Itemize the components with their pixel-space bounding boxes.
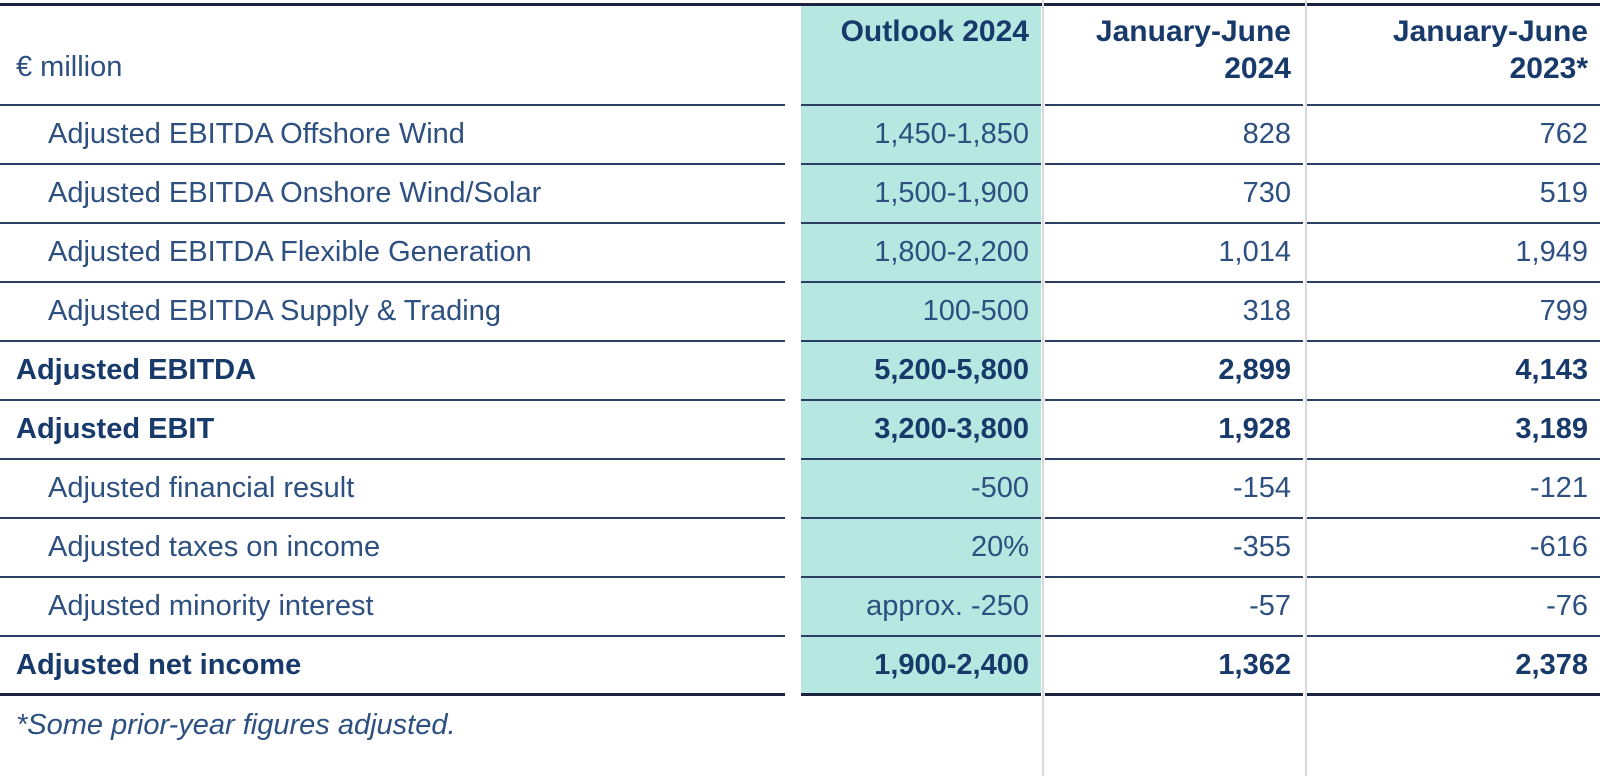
column-header-text: January-June 2024 [1095, 15, 1291, 85]
unit-label: € million [0, 6, 785, 106]
table-row-adjusted-net-income: Adjusted net income 1,900-2,400 1,362 2,… [0, 637, 1600, 696]
column-gap [785, 460, 801, 519]
row-label: Adjusted net income [0, 637, 785, 696]
h1-2024-value: 1,014 [1045, 224, 1303, 283]
outlook-value: approx. -250 [801, 578, 1041, 637]
outlook-value: 5,200-5,800 [801, 342, 1041, 401]
column-gap [785, 401, 801, 460]
column-header-january-june-2024: January-June 2024 [1045, 6, 1303, 106]
h1-2024-value: -57 [1045, 578, 1303, 637]
column-gap [785, 283, 801, 342]
h1-2023-value: 2,378 [1307, 637, 1600, 696]
column-gap [785, 519, 801, 578]
h1-2023-value: 762 [1307, 106, 1600, 165]
h1-2024-value: 1,928 [1045, 401, 1303, 460]
h1-2024-value: 2,899 [1045, 342, 1303, 401]
outlook-value: -500 [801, 460, 1041, 519]
table-row-adjusted-financial-result: Adjusted financial result -500 -154 -121 [0, 460, 1600, 519]
h1-2024-value: 730 [1045, 165, 1303, 224]
h1-2023-value: 3,189 [1307, 401, 1600, 460]
row-label: Adjusted EBITDA Onshore Wind/Solar [0, 165, 785, 224]
column-header-text: January-June 2023* [1392, 15, 1588, 85]
h1-2023-value: -76 [1307, 578, 1600, 637]
column-header-january-june-2023: January-June 2023* [1307, 6, 1600, 106]
row-label: Adjusted EBITDA [0, 342, 785, 401]
column-header-outlook-2024: Outlook 2024 [801, 6, 1041, 106]
outlook-value: 3,200-3,800 [801, 401, 1041, 460]
h1-2023-value: 4,143 [1307, 342, 1600, 401]
row-label: Adjusted EBITDA Flexible Generation [0, 224, 785, 283]
column-header-text: Outlook 2024 [840, 15, 1029, 48]
h1-2023-value: 519 [1307, 165, 1600, 224]
table-row-adjusted-ebitda-onshore-wind-solar: Adjusted EBITDA Onshore Wind/Solar 1,500… [0, 165, 1600, 224]
outlook-value: 1,500-1,900 [801, 165, 1041, 224]
outlook-value: 1,450-1,850 [801, 106, 1041, 165]
table-row-adjusted-minority-interest: Adjusted minority interest approx. -250 … [0, 578, 1600, 637]
outlook-value: 1,800-2,200 [801, 224, 1041, 283]
outlook-table: € million Outlook 2024 January-June 2024 … [0, 6, 1600, 696]
h1-2024-value: 828 [1045, 106, 1303, 165]
column-gap [785, 224, 801, 283]
outlook-value: 20% [801, 519, 1041, 578]
column-gap [785, 106, 801, 165]
table-row-adjusted-taxes-on-income: Adjusted taxes on income 20% -355 -616 [0, 519, 1600, 578]
outlook-value: 100-500 [801, 283, 1041, 342]
row-label: Adjusted EBITDA Offshore Wind [0, 106, 785, 165]
top-rule [0, 3, 1600, 6]
column-gap [785, 578, 801, 637]
table-header-row: € million Outlook 2024 January-June 2024 … [0, 6, 1600, 106]
column-gap [785, 342, 801, 401]
table-row-adjusted-ebit: Adjusted EBIT 3,200-3,800 1,928 3,189 [0, 401, 1600, 460]
h1-2023-value: 799 [1307, 283, 1600, 342]
h1-2024-value: -154 [1045, 460, 1303, 519]
table-row-adjusted-ebitda-total: Adjusted EBITDA 5,200-5,800 2,899 4,143 [0, 342, 1600, 401]
table-row-adjusted-ebitda-offshore-wind: Adjusted EBITDA Offshore Wind 1,450-1,85… [0, 106, 1600, 165]
column-gap [785, 165, 801, 224]
h1-2023-value: -616 [1307, 519, 1600, 578]
row-label: Adjusted taxes on income [0, 519, 785, 578]
row-label: Adjusted financial result [0, 460, 785, 519]
column-divider-1 [1042, 0, 1044, 776]
column-gap [785, 6, 801, 106]
column-gap [785, 637, 801, 696]
h1-2024-value: 1,362 [1045, 637, 1303, 696]
table-row-adjusted-ebitda-supply-trading: Adjusted EBITDA Supply & Trading 100-500… [0, 283, 1600, 342]
row-label: Adjusted EBITDA Supply & Trading [0, 283, 785, 342]
footnote: *Some prior-year figures adjusted. [16, 709, 456, 741]
h1-2024-value: -355 [1045, 519, 1303, 578]
h1-2023-value: 1,949 [1307, 224, 1600, 283]
column-divider-2 [1305, 0, 1307, 776]
row-label: Adjusted EBIT [0, 401, 785, 460]
h1-2023-value: -121 [1307, 460, 1600, 519]
table-row-adjusted-ebitda-flexible-generation: Adjusted EBITDA Flexible Generation 1,80… [0, 224, 1600, 283]
h1-2024-value: 318 [1045, 283, 1303, 342]
row-label: Adjusted minority interest [0, 578, 785, 637]
outlook-value: 1,900-2,400 [801, 637, 1041, 696]
